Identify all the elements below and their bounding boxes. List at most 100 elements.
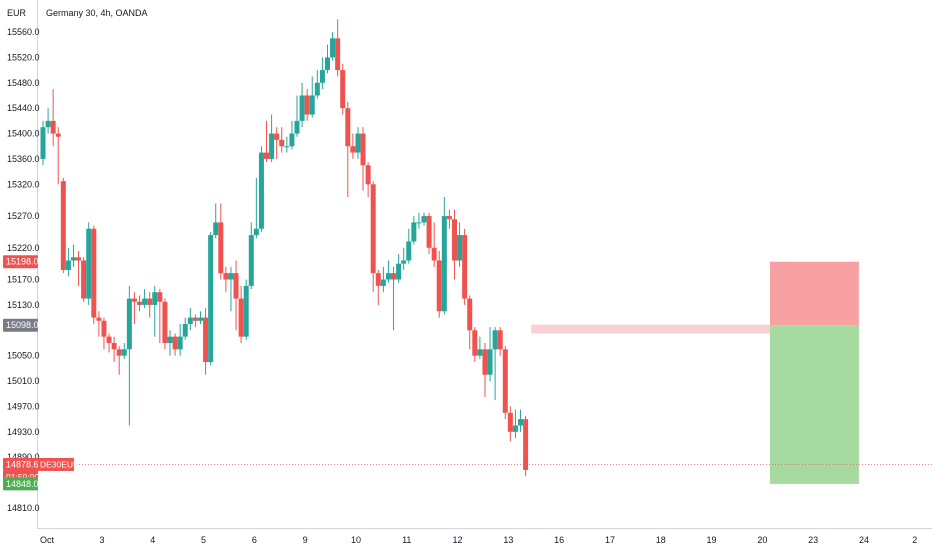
x-tick-label: 17: [605, 535, 615, 545]
candle: [421, 212, 427, 226]
x-tick-label: 9: [303, 535, 308, 545]
symbol-label-text: DE30EUR: [40, 459, 79, 469]
candle-body: [111, 342, 117, 350]
candle: [426, 212, 432, 255]
candle-body: [187, 317, 193, 324]
candle-body: [40, 127, 46, 159]
candle-body: [472, 330, 478, 356]
y-tick-label: 15130.0: [7, 300, 40, 310]
candle: [457, 222, 463, 267]
candle: [172, 333, 178, 356]
price-label-target: 14848.0: [3, 477, 39, 491]
candle: [477, 336, 483, 359]
candle: [76, 250, 82, 286]
candle-body: [512, 425, 518, 432]
y-tick-label: 15320.0: [7, 179, 40, 189]
candle-body: [416, 222, 422, 224]
candle: [289, 120, 295, 150]
candle-body: [76, 257, 82, 261]
candle: [482, 342, 488, 397]
y-tick-label: 14890.0: [7, 452, 40, 462]
candle: [319, 57, 325, 90]
stop-loss-zone[interactable]: [769, 261, 859, 326]
candle-body: [264, 152, 270, 159]
candle-body: [284, 146, 290, 148]
candle: [86, 222, 92, 305]
candle: [116, 346, 122, 375]
candle-body: [203, 317, 209, 363]
candle-body: [401, 260, 407, 264]
candle-body: [294, 120, 300, 134]
candle-body: [492, 330, 498, 350]
x-tick-label: 5: [201, 535, 206, 545]
candle-body: [50, 120, 56, 134]
candle: [111, 336, 117, 363]
candle-body: [441, 216, 447, 312]
candle-body: [45, 120, 51, 128]
candle: [96, 311, 102, 337]
y-tick-label: 15560.0: [7, 27, 40, 37]
candle: [70, 244, 76, 267]
x-tick-label: 20: [757, 535, 767, 545]
candle-body: [507, 412, 513, 432]
x-tick-label: Oct: [40, 535, 55, 545]
candle: [512, 409, 518, 439]
candle-body: [482, 349, 488, 375]
candle: [284, 136, 290, 153]
candle: [208, 231, 214, 366]
candle: [446, 209, 452, 229]
candle-body: [426, 216, 432, 248]
candle-body: [299, 95, 305, 121]
candle: [279, 127, 285, 153]
candle: [238, 285, 244, 343]
candle-body: [126, 298, 132, 350]
x-tick-label: 11: [402, 535, 411, 545]
candle-body: [162, 301, 168, 343]
candle: [304, 89, 310, 121]
candle: [401, 247, 407, 270]
candle: [91, 225, 97, 324]
candle-body: [157, 292, 163, 302]
x-tick-label: 12: [453, 535, 463, 545]
price-label-bg: [3, 477, 38, 491]
candle-body: [233, 273, 239, 299]
candle: [137, 295, 143, 312]
candle-body: [360, 133, 366, 166]
candle-body: [65, 260, 71, 270]
candle: [233, 260, 239, 331]
candle: [406, 228, 412, 264]
candle-body: [96, 317, 102, 321]
candle: [253, 177, 259, 239]
candle-body: [258, 152, 264, 229]
x-tick-label: 19: [707, 535, 717, 545]
candle-body: [269, 133, 275, 159]
price-label-level-b: 15098.0: [3, 318, 39, 332]
x-tick-label: 24: [859, 535, 869, 545]
candle-body: [289, 133, 295, 147]
y-tick-label: 15360.0: [7, 154, 40, 164]
price-label-text: 14878.6: [6, 459, 39, 469]
take-profit-zone[interactable]: [769, 325, 859, 484]
x-tick-label: 6: [252, 535, 257, 545]
y-tick-label: 15480.0: [7, 78, 40, 88]
candle: [40, 120, 46, 166]
candle-body: [106, 336, 112, 343]
candle: [203, 308, 209, 375]
candle: [370, 181, 376, 293]
candle: [192, 314, 198, 328]
candle-body: [314, 82, 320, 96]
candle: [441, 197, 447, 315]
candle: [147, 292, 153, 318]
price-label-text: 14848.0: [6, 479, 39, 489]
candle-body: [213, 222, 219, 236]
candle-body: [304, 95, 310, 115]
candle: [396, 254, 402, 283]
candle-body: [462, 235, 468, 299]
candle: [330, 32, 336, 61]
symbol-label-bg: [38, 457, 74, 471]
candle-body: [380, 279, 386, 286]
candle: [324, 44, 330, 74]
candle-body: [330, 38, 336, 58]
candle: [45, 108, 51, 134]
